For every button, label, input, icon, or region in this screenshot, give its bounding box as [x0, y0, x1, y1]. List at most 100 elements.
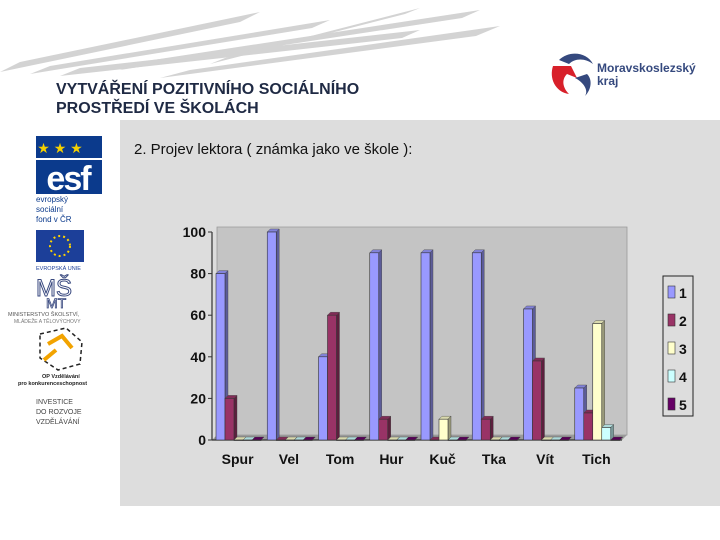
bar	[378, 418, 389, 441]
legend-swatch	[667, 369, 676, 383]
op-caption-2: pro konkurenceschopnost	[18, 381, 87, 387]
legend-label: 3	[679, 341, 687, 357]
bar-side-face	[378, 249, 382, 441]
slide-subtitle: 2. Projev lektora ( známka jako ve škole…	[134, 141, 413, 158]
eu-caption: EVROPSKÁ UNIE	[36, 265, 81, 272]
svg-text:MŠ: MŠ	[36, 274, 72, 302]
bar	[523, 308, 533, 441]
bar	[610, 439, 621, 441]
bar-side-face	[312, 436, 316, 441]
eu-flag-logo: EVROPSKÁ UNIE	[36, 230, 84, 272]
bar-side-face	[541, 357, 545, 441]
x-tick-label: Tom	[326, 451, 355, 467]
y-tick-label: 80	[190, 266, 206, 282]
x-tick-label: Kuč	[429, 451, 456, 467]
bar	[275, 439, 286, 441]
bar	[592, 323, 603, 441]
bar-side-face	[233, 394, 238, 441]
bar	[242, 439, 253, 441]
bar-side-face	[260, 436, 265, 441]
msmt-caption-2: MLÁDEŽE A TĚLOVÝCHOVY	[14, 317, 81, 325]
bar	[284, 439, 295, 441]
bar	[318, 356, 328, 441]
y-tick-label: 20	[190, 390, 206, 406]
bar	[215, 273, 226, 441]
bar-side-face	[447, 415, 452, 441]
bar	[532, 360, 542, 441]
bar	[396, 439, 407, 441]
bar	[327, 314, 337, 441]
esf-caption-3: fond v ČR	[36, 215, 72, 224]
esf-caption-2: sociální	[36, 205, 64, 214]
y-tick-label: 60	[190, 307, 206, 323]
bar	[438, 418, 449, 441]
bar	[498, 439, 509, 441]
x-tick-label: Hur	[379, 451, 404, 467]
region-name: Moravskoslezský kraj	[597, 62, 696, 88]
bar	[224, 398, 235, 441]
bar	[233, 439, 244, 441]
bar	[266, 231, 277, 441]
bar	[420, 252, 431, 441]
sponsor-logo-panel: ★ ★ ★ esf evropský sociální fond v ČR EV…	[0, 120, 121, 446]
page-title-line2: PROSTŘEDÍ VE ŠKOLÁCH	[56, 100, 259, 117]
bar	[583, 412, 594, 441]
bar-side-face	[429, 249, 434, 441]
bar-side-face	[465, 436, 470, 441]
bar-side-face	[517, 436, 521, 441]
header-band	[0, 0, 720, 120]
svg-text:esf: esf	[46, 160, 92, 198]
legend-label: 5	[679, 397, 687, 413]
bar	[354, 439, 364, 441]
bar-side-face	[363, 436, 367, 441]
op-vk-logo: OP Vzdělávání pro konkurenceschopnost	[18, 327, 87, 387]
bar-side-face	[601, 320, 605, 441]
sponsor-logos: ★ ★ ★ esf evropský sociální fond v ČR EV…	[8, 136, 102, 426]
bar	[369, 252, 380, 441]
legend-label: 1	[679, 285, 687, 301]
bar	[541, 439, 551, 441]
esf-caption-1: evropský	[36, 195, 68, 204]
op-caption-1: OP Vzdělávání	[42, 374, 80, 380]
bar-side-face	[490, 415, 494, 441]
legend-swatch	[667, 341, 676, 355]
bar-side-face	[276, 228, 280, 441]
bar	[601, 427, 612, 441]
bar-side-face	[387, 415, 391, 441]
msmt-logo: MŠ MT MINISTERSTVO ŠKOLSTVÍ, MLÁDEŽE A T…	[8, 274, 81, 326]
y-tick-label: 100	[183, 224, 207, 240]
y-tick-label: 40	[190, 349, 206, 365]
bar	[387, 439, 398, 441]
svg-text:★ ★ ★: ★ ★ ★	[37, 140, 82, 156]
bar	[507, 439, 518, 441]
legend-box	[662, 275, 694, 417]
legend-swatch	[667, 285, 676, 299]
bar-side-face	[481, 249, 485, 441]
legend-swatch	[667, 313, 676, 327]
bar	[405, 439, 416, 441]
x-tick-label: Tich	[582, 451, 611, 467]
x-tick-label: Spur	[222, 451, 254, 467]
page-title-line1: VYTVÁŘENÍ POZITIVNÍHO SOCIÁLNÍHO	[56, 81, 360, 98]
esf-logo: ★ ★ ★ esf evropský sociální fond v ČR	[36, 136, 102, 224]
bar	[471, 252, 482, 441]
bar	[550, 439, 560, 441]
region-logo	[545, 48, 715, 98]
page-title: VYTVÁŘENÍ POZITIVNÍHO SOCIÁLNÍHO PROSTŘE…	[56, 80, 359, 118]
invest-caption-2: DO ROZVOJE	[36, 409, 82, 416]
x-tick-label: Vel	[279, 451, 299, 467]
legend-label: 4	[679, 369, 687, 385]
investice-caption: INVESTICE DO ROZVOJE VZDĚLÁVÁNÍ	[36, 399, 82, 426]
bar	[489, 439, 500, 441]
bar	[251, 439, 262, 441]
bar	[429, 439, 440, 441]
bar	[336, 439, 346, 441]
bar	[447, 439, 458, 441]
svg-text:MT: MT	[46, 295, 67, 311]
bar-side-face	[568, 436, 572, 441]
bar-side-face	[336, 311, 340, 441]
bar	[302, 439, 313, 441]
y-tick-label: 0	[198, 432, 206, 448]
region-emblem-icon	[551, 53, 593, 96]
